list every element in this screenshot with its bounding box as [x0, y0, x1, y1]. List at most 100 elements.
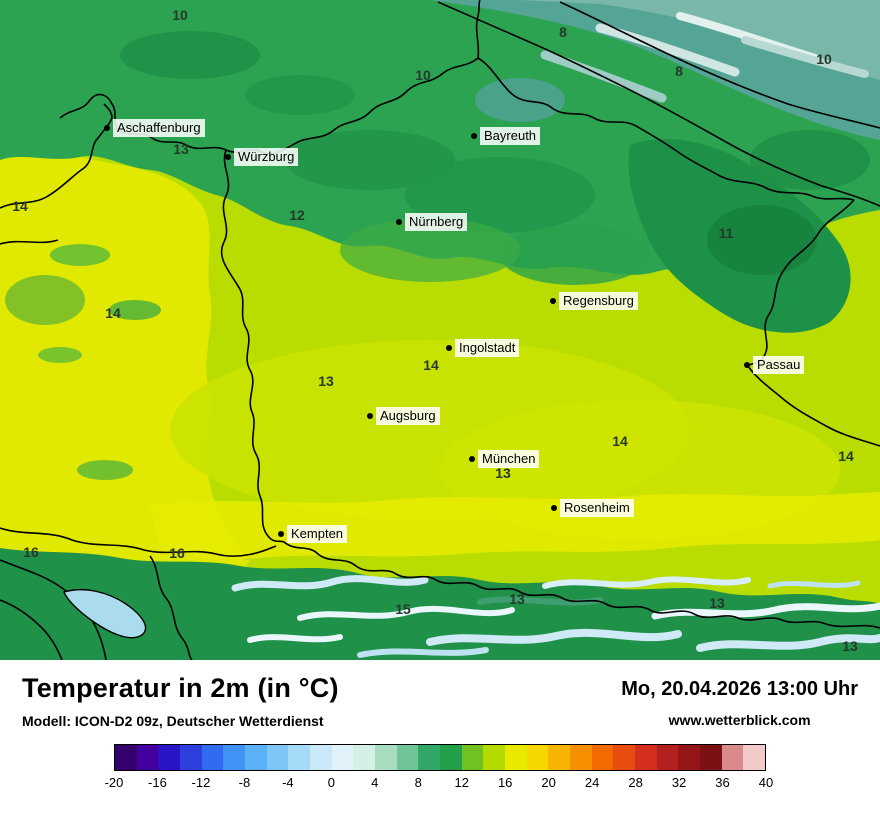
temperature-value-label: 13 [495, 465, 511, 481]
temperature-value-label: 16 [169, 545, 185, 561]
city-dot [551, 505, 557, 511]
city-label: Augsburg [376, 407, 440, 425]
temperature-field-graphic [0, 0, 880, 660]
city-label: Rosenheim [560, 499, 634, 517]
city-marker: Augsburg [367, 407, 440, 425]
scale-color-cell [483, 745, 506, 770]
city-label: München [478, 450, 540, 468]
color-scale-ticks: -20 -16 -12 -8 -4 0 4 8 12 16 20 24 28 32 36 40 [105, 775, 774, 791]
scale-tick-label: -16 [148, 775, 167, 790]
temperature-value-label: 14 [105, 305, 121, 321]
temperature-value-label: 14 [12, 198, 28, 214]
city-marker: Aschaffenburg [104, 119, 205, 137]
scale-color-cell [440, 745, 462, 770]
lake-constance [63, 589, 147, 639]
scale-color-cell [743, 745, 766, 770]
scale-color-cell [158, 745, 181, 770]
scale-color-cell [613, 745, 636, 770]
scale-color-cell [656, 745, 679, 770]
scale-color-cell [635, 745, 657, 770]
scale-color-cell [223, 745, 246, 770]
temperature-value-label: 13 [709, 595, 725, 611]
temperature-value-label: 13 [842, 638, 858, 654]
scale-color-cell [115, 745, 137, 770]
city-label: Bayreuth [480, 127, 541, 145]
scale-color-cell [353, 745, 376, 770]
scale-color-cell [396, 745, 419, 770]
scale-tick-label: 8 [414, 775, 422, 790]
city-marker: Würzburg [225, 148, 299, 166]
scale-tick-label: -20 [104, 775, 124, 790]
scale-tick-label: 28 [628, 775, 643, 790]
valid-datetime: Mo, 20.04.2026 13:00 Uhr [621, 678, 858, 700]
datetime-block: Mo, 20.04.2026 13:00 Uhr www.wetterblick… [621, 673, 858, 728]
temperature-value-label: 13 [509, 591, 525, 607]
city-dot [278, 531, 284, 537]
temperature-value-label: 10 [816, 51, 832, 67]
city-dot [104, 125, 110, 131]
scale-tick-label: 24 [584, 775, 600, 790]
temperature-value-label: 8 [559, 24, 567, 40]
scale-color-cell [201, 745, 224, 770]
city-marker: Rosenheim [551, 499, 634, 517]
scale-tick-label: 4 [371, 775, 379, 790]
city-dot [225, 154, 231, 160]
temperature-value-label: 14 [423, 357, 439, 373]
map-title: Temperatur in 2m (in °C) [22, 673, 339, 703]
temperature-value-label: 15 [395, 601, 411, 617]
scale-color-cell [375, 745, 397, 770]
city-marker: München [469, 450, 540, 468]
city-dot [471, 133, 477, 139]
city-label: Würzburg [234, 148, 299, 166]
scale-color-cell [331, 745, 354, 770]
city-marker: Nürnberg [396, 213, 468, 231]
scale-color-cell [288, 745, 311, 770]
scale-tick-label: 36 [715, 775, 730, 790]
scale-tick-label: -8 [238, 775, 251, 790]
scale-color-cell [700, 745, 722, 770]
temperature-value-label: 14 [838, 448, 854, 464]
scale-color-cell [266, 745, 289, 770]
scale-tick-label: 12 [454, 775, 469, 790]
city-label: Ingolstadt [455, 339, 520, 357]
color-scale: -20 -16 -12 -8 -4 0 4 8 12 16 20 24 28 32 36 40 [0, 744, 880, 791]
weather-map: 10 8 10 8 10 13 12 11 14 14 13 14 14 13 14 16 16 15 13 13 13… [0, 0, 880, 660]
temperature-value-label: 16 [23, 544, 39, 560]
scale-tick-label: -4 [282, 775, 294, 790]
city-marker: Bayreuth [471, 127, 541, 145]
scale-color-cell [136, 745, 159, 770]
temperature-value-label: 10 [415, 67, 431, 83]
city-dot [744, 362, 750, 368]
city-marker: Ingolstadt [446, 339, 520, 357]
city-dot [396, 219, 402, 225]
scale-tick-label: 32 [671, 775, 687, 790]
city-label: Aschaffenburg [113, 119, 205, 137]
temperature-value-label: 12 [289, 207, 305, 223]
city-dot [367, 413, 373, 419]
temperature-value-label: 8 [675, 63, 683, 79]
scale-color-cell [591, 745, 614, 770]
temperature-value-label: 13 [318, 373, 334, 389]
scale-tick-label: 16 [497, 775, 513, 790]
city-label: Regensburg [559, 292, 638, 310]
city-marker: Kempten [278, 525, 348, 543]
scale-color-cell [678, 745, 701, 770]
title-block: Temperatur in 2m (in °C) Modell: ICON-D2… [22, 673, 339, 729]
model-info: Modell: ICON-D2 09z, Deutscher Wetterdie… [22, 713, 324, 729]
temperature-value-label: 11 [718, 225, 734, 241]
scale-tick-label: 0 [327, 775, 335, 790]
scale-color-cell [461, 745, 484, 770]
scale-color-cell [526, 745, 549, 770]
city-dot [550, 298, 556, 304]
scale-color-cell [180, 745, 202, 770]
city-label: Nürnberg [405, 213, 468, 231]
scale-tick-label: 20 [541, 775, 556, 790]
city-marker: Regensburg [550, 292, 638, 310]
city-dot [446, 345, 452, 351]
scale-tick-label: -12 [191, 775, 211, 790]
website-label: www.wetterblick.com [668, 712, 811, 728]
scale-tick-label: 40 [758, 775, 774, 790]
city-dot [469, 456, 475, 462]
scale-color-cell [245, 745, 267, 770]
scale-color-cell [418, 745, 441, 770]
